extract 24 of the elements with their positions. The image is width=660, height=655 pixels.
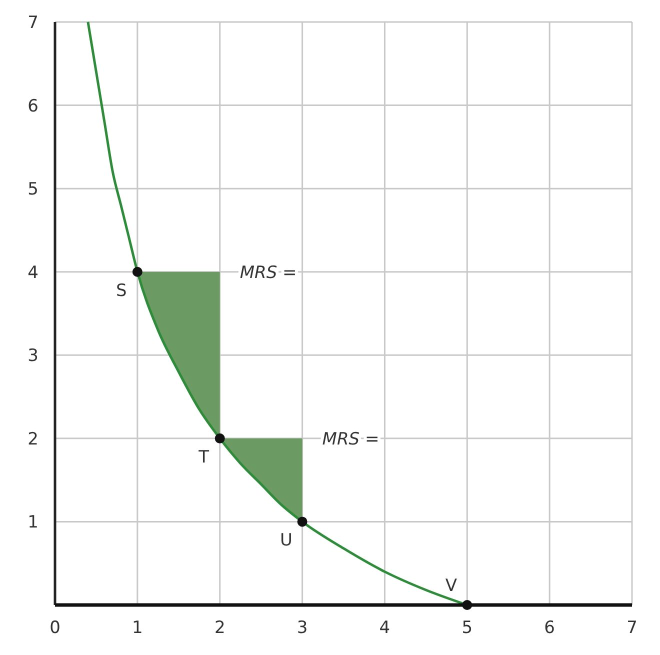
x-tick-label: 5 (462, 618, 473, 638)
y-tick-label: 3 (28, 346, 38, 366)
annotation: T (198, 447, 210, 468)
x-tick-label: 2 (214, 618, 226, 638)
annotation: S (116, 280, 127, 301)
y-tick-label: 1 (28, 512, 38, 533)
y-tick-label: 2 (28, 429, 38, 450)
annotation: V (445, 576, 458, 596)
y-tick-label: 6 (28, 96, 38, 116)
point (132, 266, 142, 277)
x-tick-label: 7 (626, 618, 638, 638)
x-tick-label: 6 (544, 618, 555, 638)
x-tick-label: 3 (296, 618, 308, 638)
point (297, 516, 308, 527)
y-tick-label: 7 (28, 13, 38, 33)
x-tick-label: 4 (379, 618, 390, 638)
y-tick-label: 5 (28, 180, 38, 200)
y-tick-label: 4 (28, 262, 38, 283)
x-tick-label: 0 (50, 618, 60, 638)
x-tick-label: 1 (132, 618, 143, 638)
annotation: U (280, 530, 293, 551)
annotation: MRS = (240, 262, 297, 283)
point (214, 433, 225, 444)
annotation: MRS = (322, 429, 380, 450)
